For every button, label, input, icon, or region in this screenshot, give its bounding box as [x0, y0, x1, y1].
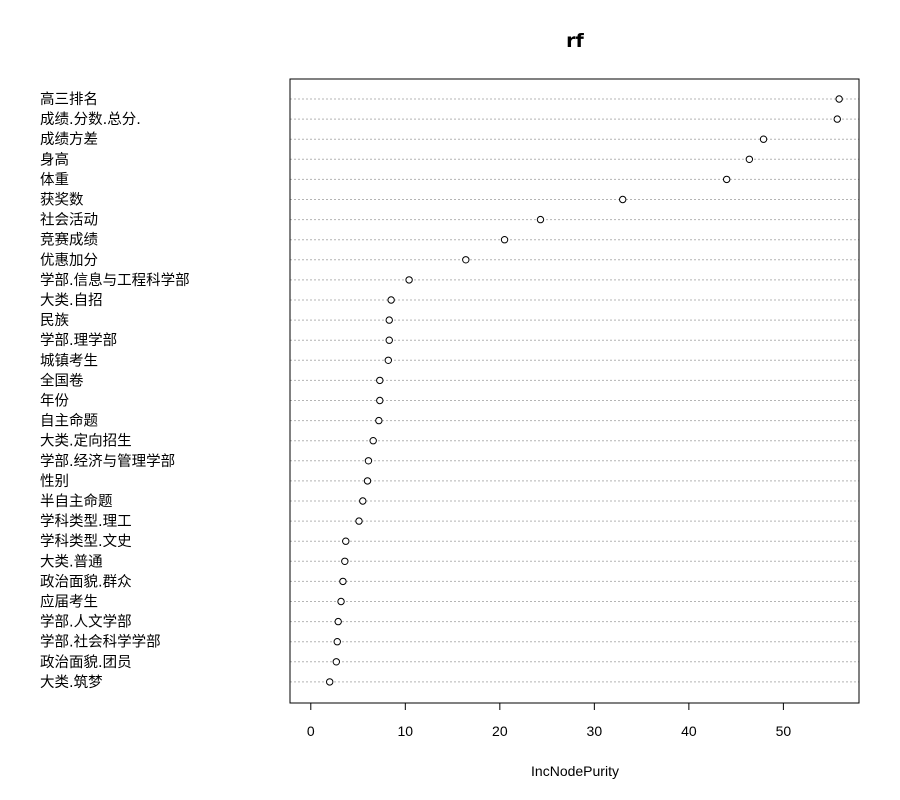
data-point — [387, 296, 395, 304]
data-point — [333, 638, 341, 646]
category-label: 半自主命题 — [40, 492, 113, 510]
category-label: 获奖数 — [40, 192, 84, 209]
category-label: 大类.筑梦 — [40, 674, 103, 691]
x-tick-label: 50 — [776, 723, 792, 739]
category-label: 身高 — [40, 151, 69, 168]
category-label: 成绩.分数.总分. — [40, 111, 141, 128]
category-label: 民族 — [40, 312, 69, 329]
data-point — [363, 477, 372, 485]
data-point — [835, 95, 843, 103]
chart-title: rf — [566, 30, 584, 52]
data-point — [355, 517, 363, 525]
plot-frame — [289, 78, 860, 704]
x-tick-label: 10 — [398, 723, 414, 739]
data-point — [384, 356, 392, 364]
data-point — [376, 376, 384, 385]
category-label: 年份 — [40, 393, 69, 410]
data-point — [722, 175, 731, 184]
data-point — [405, 276, 413, 284]
category-label: 全国卷 — [40, 371, 84, 389]
x-axis-title: IncNodePurity — [531, 763, 619, 779]
data-point — [364, 457, 373, 465]
category-label: 学部.理学部 — [40, 332, 117, 349]
x-tick-label: 30 — [587, 723, 603, 739]
category-label: 优惠加分 — [40, 252, 98, 269]
data-point — [536, 215, 545, 224]
data-point — [619, 195, 627, 204]
guide-lines — [290, 98, 859, 683]
data-point — [339, 577, 347, 586]
category-label: 学部.社会科学学部 — [40, 634, 161, 651]
x-tick-label: 20 — [492, 723, 508, 739]
data-point — [332, 658, 341, 666]
data-point — [342, 537, 350, 545]
category-label: 大类.普通 — [40, 553, 103, 570]
data-points — [325, 95, 843, 686]
category-label: 学部.经济与管理学部 — [40, 453, 175, 470]
category-label: 性别 — [40, 473, 69, 490]
category-label: 学部.信息与工程科学部 — [40, 272, 190, 289]
data-point — [375, 416, 383, 425]
data-point — [334, 617, 342, 626]
data-point — [759, 135, 768, 143]
data-point — [385, 316, 393, 324]
category-label: 政治面貌.群众 — [40, 573, 132, 590]
category-label: 竞赛成绩 — [40, 231, 98, 249]
x-tick-label: 0 — [307, 723, 315, 739]
data-point — [337, 597, 345, 606]
data-point — [369, 437, 377, 445]
category-label: 成绩方差 — [40, 131, 98, 148]
category-label: 学科类型.文史 — [40, 533, 132, 550]
data-point — [462, 256, 470, 264]
data-point — [745, 155, 754, 164]
data-point — [341, 557, 349, 565]
category-label: 社会活动 — [40, 212, 98, 229]
category-label: 城镇考生 — [40, 352, 98, 369]
category-label: 体重 — [40, 171, 69, 188]
data-point — [359, 497, 367, 505]
category-label: 学部.人文学部 — [40, 614, 132, 631]
category-label: 高三排名 — [40, 91, 98, 108]
x-tick-label: 40 — [681, 723, 697, 739]
data-point — [833, 115, 841, 123]
category-label: 自主命题 — [40, 412, 98, 430]
data-point — [325, 678, 334, 686]
category-label: 应届考生 — [40, 593, 98, 611]
data-point — [376, 396, 384, 405]
category-label: 政治面貌.团员 — [40, 654, 132, 671]
x-axis: 0 10 20 30 40 50 — [307, 702, 792, 739]
data-point — [385, 336, 393, 344]
category-label: 学科类型.理工 — [40, 513, 132, 530]
category-label: 大类.自招 — [40, 292, 103, 309]
data-point — [500, 236, 509, 244]
category-label: 大类.定向招生 — [40, 433, 132, 450]
